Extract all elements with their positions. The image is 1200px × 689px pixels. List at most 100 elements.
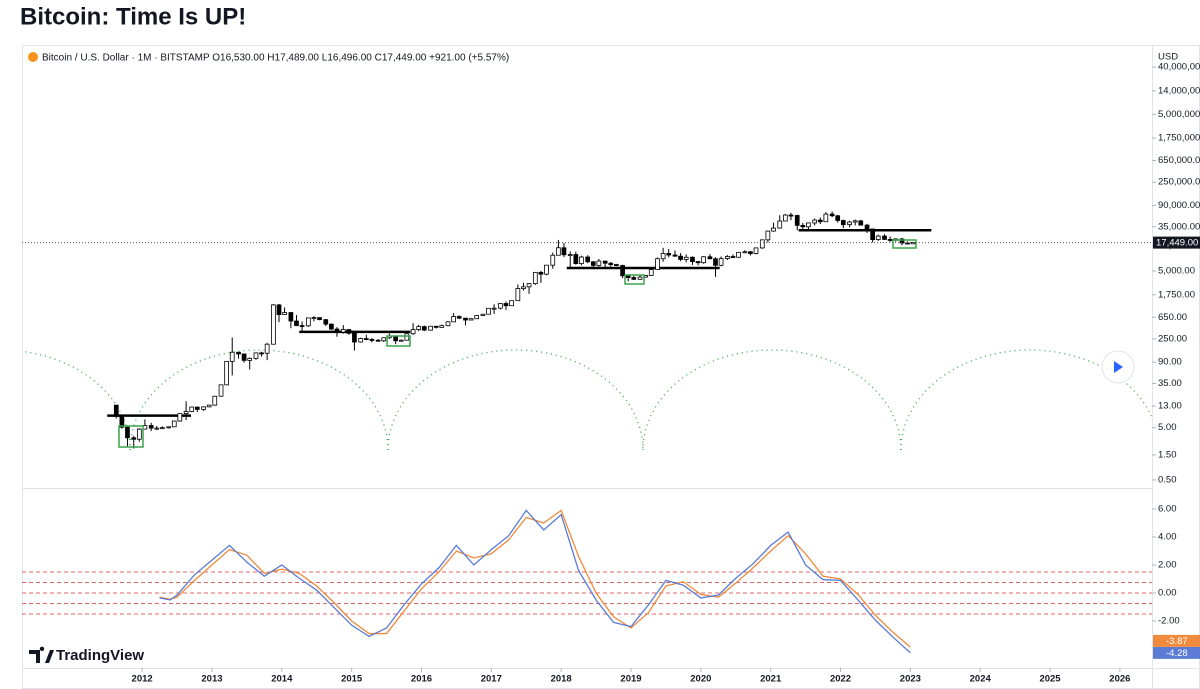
- candle-body: [451, 316, 456, 323]
- candle: [613, 263, 619, 267]
- candle: [561, 242, 567, 258]
- legend-high: H17,489.00: [267, 52, 319, 63]
- candle: [690, 256, 695, 266]
- candle: [229, 337, 235, 376]
- candle-body: [777, 220, 783, 229]
- candle: [759, 239, 765, 249]
- x-tick-label: 2020: [690, 674, 711, 685]
- candle: [771, 222, 776, 232]
- last-value-box: [1153, 634, 1200, 647]
- candle-body: [515, 288, 521, 302]
- y-tick-label: 650,000.00: [1158, 155, 1200, 166]
- candle: [177, 413, 183, 422]
- candle: [521, 282, 526, 291]
- cycle-arc: [129, 349, 389, 451]
- candle-body: [602, 260, 608, 264]
- x-tick-label: 2019: [620, 674, 641, 685]
- candle: [736, 251, 741, 258]
- candle: [125, 426, 130, 447]
- candle: [864, 223, 870, 233]
- candle-body: [707, 256, 713, 260]
- candle-body: [812, 219, 818, 224]
- page-title: Bitcoin: Time Is UP!: [20, 3, 246, 30]
- candle: [730, 254, 736, 258]
- bottom-box: [624, 274, 645, 285]
- y-tick-label: 35.00: [1158, 378, 1182, 389]
- candle: [823, 212, 829, 223]
- x-tick-label: 2023: [900, 674, 921, 685]
- candle-body: [421, 326, 427, 331]
- candle: [410, 323, 416, 335]
- candle-body: [305, 317, 311, 327]
- candle: [707, 254, 713, 260]
- candle: [212, 395, 218, 406]
- candle-body: [544, 264, 549, 275]
- x-tick-label: 2015: [341, 674, 363, 685]
- candle-body: [788, 214, 794, 217]
- candle: [678, 253, 683, 262]
- candle-body: [771, 227, 776, 232]
- candle: [288, 312, 294, 329]
- candle: [660, 247, 666, 262]
- candle-body: [608, 262, 614, 265]
- legend-close: C17,449.00: [375, 52, 427, 63]
- candle-body: [358, 338, 364, 343]
- candle-body: [177, 413, 183, 422]
- candle: [317, 317, 322, 321]
- candle-body: [613, 264, 619, 266]
- candle: [526, 283, 532, 294]
- candle: [329, 323, 334, 331]
- candle: [515, 284, 521, 302]
- y-tick-label: 5.00: [1158, 422, 1177, 433]
- y-tick-label: 0.50: [1158, 474, 1177, 485]
- candle: [218, 384, 224, 397]
- candle: [777, 215, 783, 229]
- x-tick-label: 2018: [551, 674, 572, 685]
- legend-symbol: Bitcoin / U.S. Dollar · 1M · BITSTAMP: [42, 52, 210, 63]
- candle: [433, 325, 439, 329]
- candle-body: [800, 224, 806, 228]
- candle: [748, 250, 753, 256]
- y-tick-label: 650.00: [1158, 312, 1187, 323]
- candle-body: [637, 276, 643, 280]
- candle: [282, 307, 287, 315]
- cycle-arc: [22, 350, 131, 451]
- chart-frame: [22, 45, 1200, 689]
- candle: [794, 214, 800, 231]
- candle-body: [236, 351, 241, 355]
- candle: [847, 220, 852, 228]
- candle: [648, 268, 654, 276]
- candle-body: [486, 307, 491, 315]
- candle: [259, 351, 264, 357]
- candle-body: [794, 215, 800, 226]
- candle: [579, 255, 584, 266]
- candle-body: [672, 254, 678, 257]
- candle-body: [701, 256, 706, 264]
- candle-body: [259, 352, 264, 355]
- candle-body: [154, 427, 160, 430]
- candle-body: [241, 353, 247, 361]
- candle: [887, 236, 893, 242]
- candle: [544, 264, 549, 276]
- candle-body: [131, 437, 137, 440]
- candle: [474, 314, 480, 320]
- legend-open: O16,530.00: [212, 52, 265, 63]
- candle-body: [194, 406, 200, 410]
- candle: [241, 353, 247, 363]
- candle: [160, 426, 165, 430]
- candle: [323, 319, 329, 327]
- x-tick-label: 2016: [411, 674, 432, 685]
- candle-body: [695, 261, 701, 264]
- candle: [725, 255, 730, 260]
- candle: [567, 251, 573, 268]
- candle-body: [660, 253, 666, 260]
- candle-body: [346, 329, 352, 334]
- candle-body: [166, 426, 172, 429]
- play-button[interactable]: [1101, 350, 1135, 384]
- x-tick-label: 2012: [132, 674, 153, 685]
- candle-body: [491, 307, 497, 310]
- play-icon[interactable]: [1114, 361, 1123, 373]
- candle: [532, 271, 538, 285]
- x-tick-label: 2026: [1109, 674, 1130, 685]
- candle-body: [736, 251, 741, 258]
